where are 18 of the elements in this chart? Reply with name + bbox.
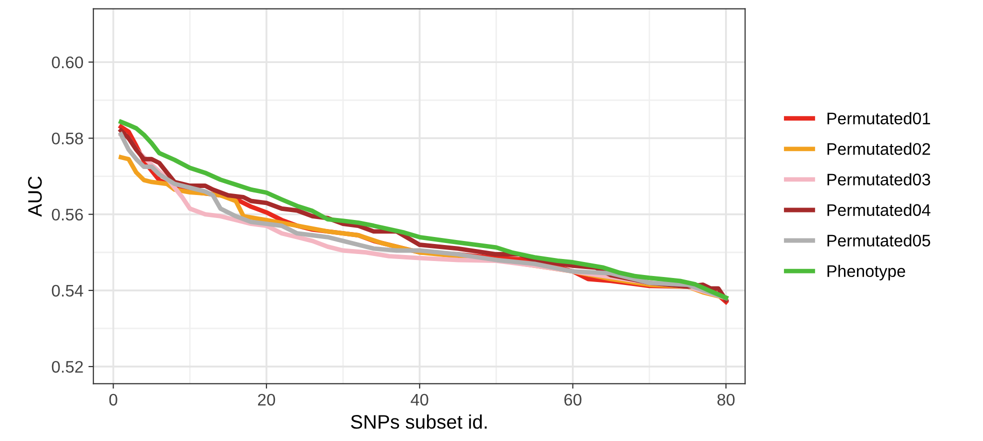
legend-label: Permutated05 [828,234,930,247]
x-tick-label: 60 [564,394,582,406]
y-tick-label: 0.56 [52,208,83,221]
x-tick-label: 80 [717,394,735,406]
y-tick-label: 0.54 [52,284,84,297]
x-axis-title: SNPs subset id. [350,414,487,429]
legend-label: Permutated04 [828,204,930,216]
y-tick-label: 0.52 [52,360,83,373]
legend-label: Permutated02 [828,142,930,155]
y-tick-label: 0.58 [52,132,83,144]
y-tick-label: 0.60 [52,56,84,68]
x-tick-label: 40 [410,394,428,406]
x-tick-label: 0 [109,394,118,406]
legend-label: Permutated03 [828,173,930,186]
x-tick-label: 20 [258,394,276,406]
legend-label: Phenotype [828,264,906,280]
legend-label: Permutated01 [828,112,930,124]
y-axis-title: AUC [28,176,42,217]
